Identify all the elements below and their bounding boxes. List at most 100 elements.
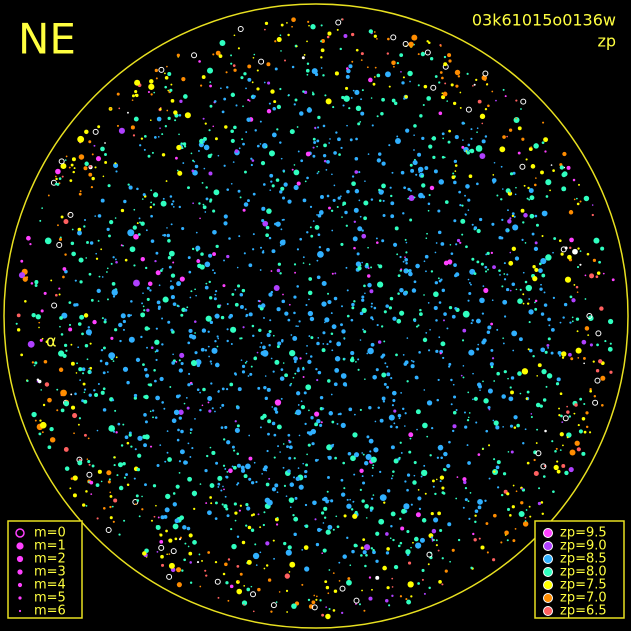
star bbox=[234, 511, 238, 515]
star bbox=[169, 285, 175, 290]
star bbox=[343, 487, 346, 490]
star bbox=[102, 408, 107, 412]
star bbox=[303, 474, 307, 479]
star bbox=[29, 243, 32, 246]
star bbox=[89, 371, 92, 374]
star bbox=[435, 349, 439, 353]
star bbox=[386, 385, 389, 389]
star bbox=[135, 357, 141, 363]
star bbox=[247, 64, 252, 69]
star bbox=[307, 359, 312, 365]
star bbox=[521, 368, 529, 375]
star bbox=[248, 263, 253, 268]
star bbox=[525, 397, 529, 400]
star bbox=[589, 343, 593, 347]
star bbox=[267, 419, 272, 424]
star bbox=[423, 84, 428, 89]
star bbox=[212, 209, 216, 213]
star bbox=[534, 267, 539, 273]
star bbox=[168, 250, 175, 257]
star bbox=[331, 272, 334, 275]
star bbox=[468, 349, 475, 356]
star bbox=[268, 292, 273, 297]
star bbox=[231, 543, 237, 550]
star bbox=[177, 305, 180, 308]
zp-label: zp=9.0 bbox=[560, 539, 607, 554]
star bbox=[265, 146, 268, 149]
star bbox=[462, 139, 464, 141]
star bbox=[216, 335, 219, 338]
star bbox=[60, 389, 67, 397]
star bbox=[83, 166, 88, 171]
star bbox=[193, 507, 196, 511]
star bbox=[354, 413, 356, 416]
star bbox=[373, 31, 376, 33]
star bbox=[589, 389, 592, 393]
star bbox=[311, 92, 315, 96]
star bbox=[501, 394, 506, 399]
star bbox=[386, 547, 390, 551]
star bbox=[402, 76, 405, 79]
star bbox=[470, 283, 472, 286]
star bbox=[306, 73, 309, 76]
star bbox=[519, 392, 522, 395]
star bbox=[370, 456, 377, 463]
star bbox=[38, 326, 40, 329]
star bbox=[237, 284, 241, 288]
star bbox=[418, 351, 421, 354]
star bbox=[177, 428, 180, 432]
star bbox=[68, 301, 72, 304]
star bbox=[561, 421, 564, 424]
star bbox=[296, 126, 299, 128]
star bbox=[351, 549, 355, 554]
star bbox=[41, 431, 44, 434]
star bbox=[209, 320, 214, 325]
star bbox=[94, 392, 99, 397]
star bbox=[482, 380, 484, 383]
star bbox=[402, 41, 409, 48]
star bbox=[252, 610, 255, 613]
star bbox=[461, 145, 465, 149]
star bbox=[428, 41, 431, 44]
star bbox=[97, 214, 102, 218]
star bbox=[435, 539, 438, 542]
star bbox=[260, 303, 266, 308]
star bbox=[357, 368, 360, 371]
star bbox=[362, 481, 366, 485]
star bbox=[249, 372, 253, 376]
star bbox=[293, 356, 298, 361]
star bbox=[93, 389, 96, 392]
star bbox=[400, 526, 405, 531]
star bbox=[120, 444, 124, 447]
star bbox=[225, 387, 229, 391]
star bbox=[276, 491, 279, 494]
star bbox=[361, 89, 364, 92]
star bbox=[79, 314, 85, 320]
star bbox=[406, 337, 409, 339]
star bbox=[282, 293, 284, 296]
star bbox=[200, 347, 205, 352]
star bbox=[541, 368, 547, 375]
star bbox=[454, 69, 461, 76]
star bbox=[58, 287, 61, 290]
star bbox=[303, 90, 308, 94]
star bbox=[245, 463, 251, 470]
star bbox=[413, 319, 417, 323]
star bbox=[579, 250, 582, 252]
star bbox=[479, 113, 486, 120]
star bbox=[102, 346, 106, 350]
star bbox=[506, 539, 509, 542]
star bbox=[320, 56, 323, 59]
star bbox=[34, 361, 38, 365]
star bbox=[300, 159, 304, 163]
star bbox=[339, 195, 342, 198]
star bbox=[329, 138, 331, 140]
star bbox=[310, 234, 314, 238]
star bbox=[277, 262, 282, 266]
star bbox=[267, 432, 270, 436]
magnitude-label: m=2 bbox=[34, 552, 66, 567]
star bbox=[90, 298, 94, 302]
star bbox=[370, 198, 374, 201]
star bbox=[396, 61, 400, 65]
star bbox=[379, 470, 382, 473]
